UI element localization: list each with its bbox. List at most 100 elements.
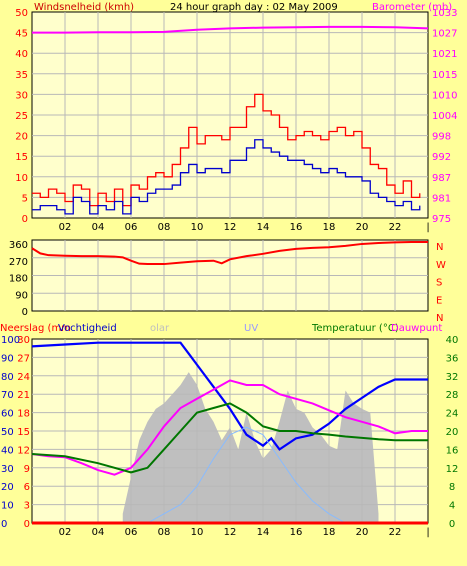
y-tick-label: 20 xyxy=(1,482,14,493)
y-tick-label: 15 xyxy=(17,427,30,438)
x-tick-label: 06 xyxy=(125,527,138,538)
y-tick-label: 4 xyxy=(449,501,455,512)
temp-panel-fill xyxy=(122,372,379,523)
y-tick-label: 24 xyxy=(17,372,30,383)
y-tick-label: 1010 xyxy=(432,90,457,101)
direction-letter: E xyxy=(436,295,442,306)
y-tick-label: 90 xyxy=(1,353,14,364)
y-tick-label: 40 xyxy=(1,445,14,456)
y-tick-label: 5 xyxy=(22,193,28,204)
temp-panel-series xyxy=(31,341,428,525)
y-tick-label: 1033 xyxy=(432,8,457,19)
x-tick-label: 20 xyxy=(356,527,369,538)
chart-title: 24 hour graph day : 02 May 2009 xyxy=(170,2,338,13)
x-tick-label: 18 xyxy=(323,527,336,538)
x-tick-label: 04 xyxy=(92,527,105,538)
y-tick-label: 8 xyxy=(449,482,455,493)
x-tick-label: 22 xyxy=(389,222,402,233)
top-label: olar xyxy=(150,323,170,334)
wind-y-left-ticks: 0 5 10 15 20 25 30 35 40 45 50 xyxy=(15,8,28,225)
x-tick-label: 08 xyxy=(158,527,171,538)
x-tick-label: 18 xyxy=(323,222,336,233)
x-tick-label: 10 xyxy=(191,222,204,233)
direction-panel-series xyxy=(31,240,428,266)
direction-panel-grid xyxy=(32,240,428,311)
y-tick-label: 360 xyxy=(9,240,28,251)
y-tick-label: 30 xyxy=(15,90,28,101)
y-tick-label: 0 xyxy=(24,519,30,530)
y-tick-label: 992 xyxy=(432,152,451,163)
temp-x-ticks: 02 04 06 08 10 12 14 16 18 20 22 | xyxy=(59,527,430,538)
y-tick-label: 35 xyxy=(15,70,28,81)
x-tick-label: 14 xyxy=(257,527,270,538)
y-tick-label: 80 xyxy=(1,372,14,383)
y-tick-label: 24 xyxy=(446,409,459,420)
y-tick-label: 27 xyxy=(17,353,30,364)
x-tick-label: 14 xyxy=(257,222,270,233)
x-tick-label: | xyxy=(426,527,429,538)
y-tick-label: 0 xyxy=(449,519,455,530)
x-tick-label: 22 xyxy=(389,527,402,538)
x-tick-label: | xyxy=(426,222,429,233)
wind-panel-series xyxy=(32,25,429,215)
x-tick-label: 12 xyxy=(224,527,237,538)
y-tick-label: 9 xyxy=(24,464,30,475)
top-label: Neerslag (mm xyxy=(0,323,71,334)
top-label: Vochtigheid xyxy=(58,323,117,334)
series-temperatuur xyxy=(31,379,428,476)
x-tick-label: 02 xyxy=(59,222,72,233)
y-tick-label: 100 xyxy=(1,335,20,346)
y-tick-label: 40 xyxy=(446,335,459,346)
series-wind-direction xyxy=(31,240,428,266)
y-tick-label: 1021 xyxy=(432,49,457,60)
series-barometer xyxy=(32,25,429,34)
y-tick-label: 25 xyxy=(15,111,28,122)
y-tick-label: 30 xyxy=(17,335,30,346)
y-tick-label: 50 xyxy=(1,427,14,438)
y-tick-label: 50 xyxy=(15,8,28,19)
top-label: Temperatuur (°C) xyxy=(311,323,399,334)
direction-letter: N xyxy=(436,313,443,324)
x-tick-label: 08 xyxy=(158,222,171,233)
wind-x-ticks: 02 04 06 08 10 12 14 16 18 20 22 | xyxy=(59,222,430,233)
direction-letter: W xyxy=(436,260,446,271)
x-tick-label: 16 xyxy=(290,222,303,233)
y-tick-label: 0 xyxy=(22,307,28,318)
x-tick-label: 06 xyxy=(125,222,138,233)
y-tick-label: 36 xyxy=(446,353,459,364)
y-tick-label: 0 xyxy=(22,214,28,225)
y-tick-label: 15 xyxy=(15,152,28,163)
y-tick-label: 10 xyxy=(15,173,28,184)
y-tick-label: 3 xyxy=(24,501,30,512)
y-tick-label: 12 xyxy=(17,445,30,456)
series-windsnelheid xyxy=(32,139,421,215)
series-vochtigheid xyxy=(31,341,428,451)
y-tick-label: 1015 xyxy=(432,70,457,81)
y-tick-label: 998 xyxy=(432,132,451,143)
direction-y-left-ticks: 0 90 180 270 360 xyxy=(9,240,28,318)
y-tick-label: 28 xyxy=(446,390,459,401)
x-tick-label: 10 xyxy=(191,527,204,538)
series-uv xyxy=(147,426,346,524)
humidity-y-ticks: 0 10 20 30 40 50 60 70 80 90 100 xyxy=(1,335,20,530)
y-tick-label: 45 xyxy=(15,29,28,40)
wind-panel-grid xyxy=(32,12,428,218)
rain-y-ticks: 0 3 6 9 12 15 18 21 24 27 30 xyxy=(17,335,30,530)
x-tick-label: 04 xyxy=(92,222,105,233)
x-tick-label: 16 xyxy=(290,527,303,538)
y-tick-label: 90 xyxy=(15,290,28,301)
direction-letter: S xyxy=(436,278,442,289)
y-tick-label: 0 xyxy=(1,519,7,530)
y-tick-label: 6 xyxy=(24,482,30,493)
y-tick-label: 18 xyxy=(17,409,30,420)
y-tick-label: 12 xyxy=(446,464,459,475)
y-tick-label: 40 xyxy=(15,49,28,60)
series-dauwpunt xyxy=(31,402,428,474)
y-tick-label: 20 xyxy=(446,427,459,438)
x-tick-label: 12 xyxy=(224,222,237,233)
y-tick-label: 60 xyxy=(1,409,14,420)
wind-y-right-label: Barometer (mb) xyxy=(372,2,452,13)
